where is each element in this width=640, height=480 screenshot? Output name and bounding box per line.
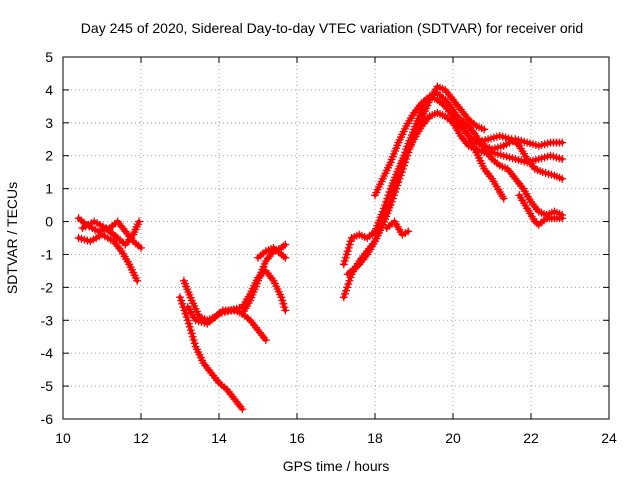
y-tick-label: 0 xyxy=(45,214,53,230)
x-tick-label: 22 xyxy=(523,430,539,446)
data-point xyxy=(135,217,144,226)
grid xyxy=(63,57,609,419)
y-tick-label: 1 xyxy=(45,181,53,197)
y-tick-label: -1 xyxy=(41,246,54,262)
data-point xyxy=(238,405,247,414)
series-arc-10 xyxy=(339,108,567,269)
y-tick-label: 5 xyxy=(45,49,53,65)
series-arc-13 xyxy=(472,131,567,183)
data-point xyxy=(558,214,567,223)
data-point xyxy=(281,253,290,262)
x-tick-label: 14 xyxy=(211,430,227,446)
series-arc-16 xyxy=(382,217,413,239)
y-tick-label: -5 xyxy=(41,378,54,394)
x-tick-label: 10 xyxy=(55,430,71,446)
data-point xyxy=(499,194,508,203)
x-axis-label: GPS time / hours xyxy=(283,458,390,474)
y-tick-label: -4 xyxy=(41,345,54,361)
x-tick-label: 16 xyxy=(289,430,305,446)
plot-frame xyxy=(62,56,610,420)
y-tick-label: 2 xyxy=(45,148,53,164)
axis-ticks xyxy=(62,56,610,420)
data-series xyxy=(74,82,567,414)
data-point xyxy=(133,276,142,285)
x-tick-label: 12 xyxy=(133,430,149,446)
x-tick-label: 24 xyxy=(601,430,617,446)
y-tick-labels: 5 4 3 2 1 0 -1 -2 -3 -4 -5 -6 xyxy=(41,49,54,427)
data-point xyxy=(480,125,489,134)
data-point xyxy=(279,252,288,261)
y-tick-label: 3 xyxy=(45,115,53,131)
data-point xyxy=(404,227,413,236)
chart-title: Day 245 of 2020, Sidereal Day-to-day VTE… xyxy=(81,20,583,36)
y-axis-label: SDTVAR / TECUs xyxy=(4,182,20,294)
series-arc-8 xyxy=(254,243,290,262)
y-tick-label: -2 xyxy=(41,279,54,295)
data-point xyxy=(558,174,567,183)
series-arc-15 xyxy=(515,191,567,229)
series-arc-2 xyxy=(74,230,142,285)
series-arc-14 xyxy=(449,108,567,219)
data-point xyxy=(261,336,270,345)
data-point xyxy=(137,243,145,252)
y-tick-label: -3 xyxy=(41,312,54,328)
x-tick-label: 20 xyxy=(445,430,461,446)
series-arc-12 xyxy=(371,92,567,200)
data-point xyxy=(558,138,567,147)
x-tick-label: 18 xyxy=(367,430,383,446)
y-tick-label: 4 xyxy=(45,82,53,98)
series-arc-3 xyxy=(78,217,144,249)
data-point xyxy=(558,155,567,164)
data-point xyxy=(281,306,290,315)
x-tick-labels: 10 12 14 16 18 20 22 24 xyxy=(55,430,617,446)
y-tick-label: -6 xyxy=(41,411,54,427)
data-point xyxy=(281,240,290,249)
data-point xyxy=(279,242,288,251)
